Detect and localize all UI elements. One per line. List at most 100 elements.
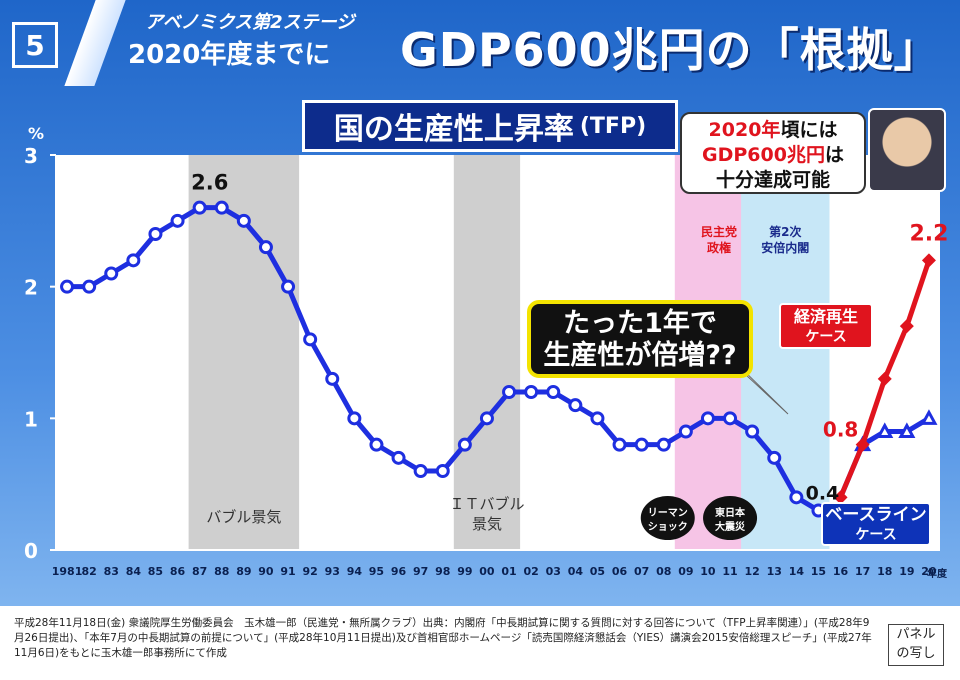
point-baseline-2006 [612,437,627,452]
data-label-1988: 2.6 [191,171,228,195]
point-baseline-1989 [236,213,251,228]
point-revival_projection-2017 [855,437,870,452]
point-baseline-2013 [767,450,782,465]
y-axis-unit: % [28,124,45,143]
point-baseline-1996 [391,450,406,465]
point-baseline-1994 [347,411,362,426]
revival-case-label: 経済再生 [793,307,858,326]
revival-case-sublabel: ケース [805,329,847,345]
chart-title-main: 国の生産性上昇率 [333,112,574,147]
x-tick-label-13: 13 [767,565,782,578]
pm-quote-text-1: 頃には [780,119,838,141]
shaded-period-label-2-2: 政権 [707,240,731,255]
point-baseline-1992 [303,332,318,347]
doubling-callout-line2: 生産性が倍増?? [543,340,737,371]
point-baseline-2008 [656,437,671,452]
x-tick-label-93: 93 [325,565,340,578]
x-tick-label-85: 85 [148,565,163,578]
x-tick-label-09: 09 [678,565,693,578]
x-tick-label-87: 87 [192,565,207,578]
x-tick-label-91: 91 [280,565,295,578]
point-revival_projection-2020 [921,253,936,268]
x-tick-label-92: 92 [302,565,317,578]
doubling-callout: たった1年で 生産性が倍増?? [527,300,753,378]
x-tick-label-96: 96 [391,565,407,578]
x-tick-label-19: 19 [899,565,914,578]
x-tick-label-14: 14 [789,565,805,578]
x-tick-label-20: 20 [921,565,937,578]
x-tick-label-95: 95 [369,565,384,578]
panel-number: 5 [12,22,58,68]
baseline-case-label: ベースライン [825,505,927,525]
x-tick-label-99: 99 [457,565,472,578]
chart-title: 国の生産性上昇率 (TFP) [302,100,678,152]
shaded-period-label-3-2: 安倍内閣 [761,240,809,255]
panel-copy-label: パネル の写し [888,624,944,666]
y-tick-label-0: 0 [24,539,38,563]
event-label-0-2: ショック [648,521,688,533]
point-baseline-1984 [126,253,141,268]
panel-copy-label-2: の写し [896,646,936,661]
shaded-period-label-1-2: 景気 [472,515,502,533]
x-tick-label-07: 07 [634,565,649,578]
point-baseline-1988 [214,200,229,215]
shaded-period-label-1-1: ＩＴバブル [449,495,524,513]
shaded-period-1 [453,155,521,550]
data-label-2017: 0.8 [823,418,858,442]
pm-quote-year: 2020年 [708,119,781,141]
header-subtitle: アベノミクス第2ステージ [145,12,355,33]
event-burst-1 [703,496,758,540]
chart-title-suffix: (TFP) [579,113,647,139]
data-label-2020: 2.2 [909,221,948,246]
point-baseline_projection-2019 [898,422,916,438]
point-revival_projection-2016 [833,490,848,505]
point-baseline-1990 [258,240,273,255]
baseline-case-legend: ベースライン ケース [821,502,931,546]
point-baseline-2002 [524,385,539,399]
x-tick-label-89: 89 [236,565,251,578]
panel-copy-label-1: パネル [896,627,936,642]
shaded-period-label-2-1: 民主党 [701,224,737,239]
revival-case-legend: 経済再生 ケース [779,303,873,349]
point-baseline_projection-2020 [920,409,938,425]
x-tick-label-90: 90 [258,565,274,578]
pm-quote-callout: 2020年頃には GDP600兆円は 十分達成可能 [680,112,866,194]
x-tick-label-05: 05 [590,565,605,578]
x-tick-label-88: 88 [214,565,229,578]
point-revival_projection-2019 [899,319,914,334]
x-tick-label-15: 15 [811,565,826,578]
source-note: 平成28年11月18日(金) 衆議院厚生労働委員会 玉木雄一郎（民進党・無所属ク… [14,617,872,659]
data-label-2015: 0.4 [806,482,840,504]
point-baseline-2012 [745,424,760,439]
x-tick-label-02: 02 [523,565,538,578]
shaded-period-3 [741,155,830,550]
baseline-case-sublabel: ケース [855,527,897,543]
point-baseline-1982 [82,279,97,294]
y-tick-label-1: 1 [24,407,38,431]
event-label-0-1: リーマン [648,507,688,519]
x-tick-label-03: 03 [546,565,561,578]
x-tick-label-18: 18 [877,565,892,578]
x-tick-label-06: 06 [612,565,628,578]
point-baseline-1991 [281,279,296,294]
x-tick-label-08: 08 [656,565,671,578]
x-tick-label-16: 16 [833,565,849,578]
point-baseline-2011 [723,411,738,426]
x-tick-label-04: 04 [568,565,584,578]
point-baseline_projection-2018 [876,422,894,438]
x-tick-label-83: 83 [104,565,119,578]
point-baseline-1986 [170,213,185,228]
doubling-callout-line1: たった1年で [563,308,717,339]
x-tick-label-97: 97 [413,565,428,578]
point-baseline-2010 [700,411,715,426]
point-baseline-1983 [104,266,119,281]
x-tick-label-11: 11 [722,565,737,578]
point-baseline-2014 [789,490,804,505]
x-tick-label-98: 98 [435,565,450,578]
header-main-title: GDP600兆円の「根拠」 [400,23,941,77]
point-baseline-1995 [369,437,384,452]
x-tick-label-10: 10 [700,565,716,578]
x-tick-label-86: 86 [170,565,186,578]
event-label-1-2: 大震災 [715,520,746,533]
point-baseline-2001 [502,385,517,399]
